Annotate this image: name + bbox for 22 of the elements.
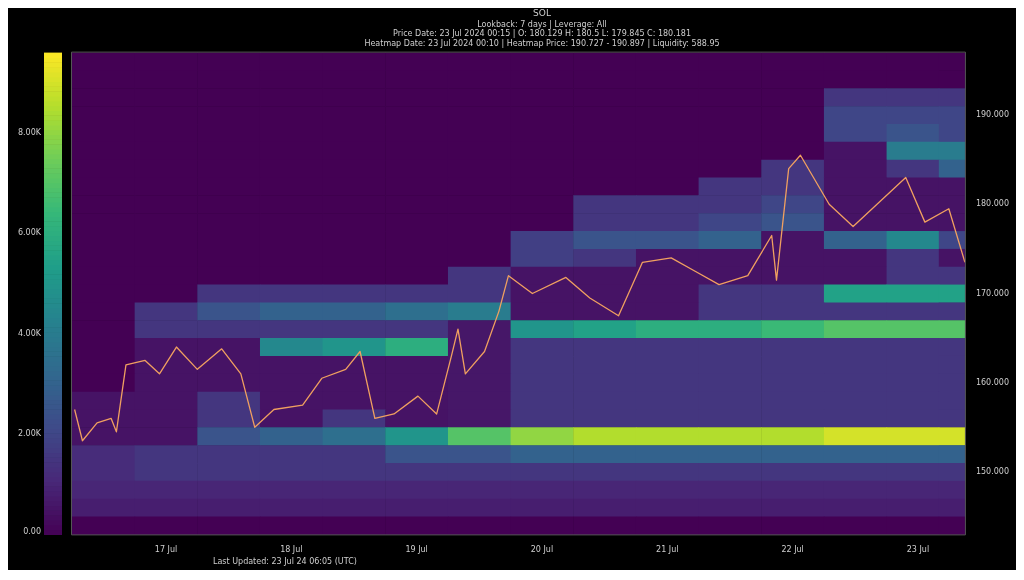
x-tick-label: 19 Jul (405, 545, 428, 555)
x-tick-label: 17 Jul (154, 545, 178, 555)
color-bar-label: 6.00K (17, 228, 42, 238)
chart-title: SOL (533, 7, 551, 18)
x-tick-label: 18 Jul (280, 545, 303, 555)
color-bar-label: 0.00 (23, 527, 41, 537)
x-tick-label: 22 Jul (781, 545, 804, 555)
y-tick-label: 160.000 (975, 377, 1010, 387)
y-tick-label: 190.000 (975, 110, 1010, 120)
text: Last Updated: 23 Jul 24 06:05 (UTC) (213, 557, 357, 567)
y-tick-label: 150.000 (975, 467, 1010, 477)
x-tick-label: 20 Jul (530, 545, 554, 555)
chart-subtitle: Lookback: 7 days | Leverage: All (477, 19, 607, 29)
y-tick-label: 180.000 (975, 199, 1010, 209)
color-bar-label: 4.00K (17, 328, 42, 338)
text: Heatmap Date: 23 Jul 2024 00:10 | Heatmap Price: 190.727 - 190.897 | Liquidity: 588.95 (364, 38, 720, 48)
color-bar-label: 2.00K (17, 429, 42, 439)
text: Price Date: 23 Jul 2024 00:15 | O: 180.129 H: 180.5 L: 179.845 C: 180.181 (392, 29, 692, 39)
color-bar-label: 8.00K (17, 127, 42, 137)
y-tick-label: 170.000 (975, 288, 1010, 298)
x-tick-label: 21 Jul (656, 545, 679, 555)
x-tick-label: 23 Jul (906, 545, 930, 555)
